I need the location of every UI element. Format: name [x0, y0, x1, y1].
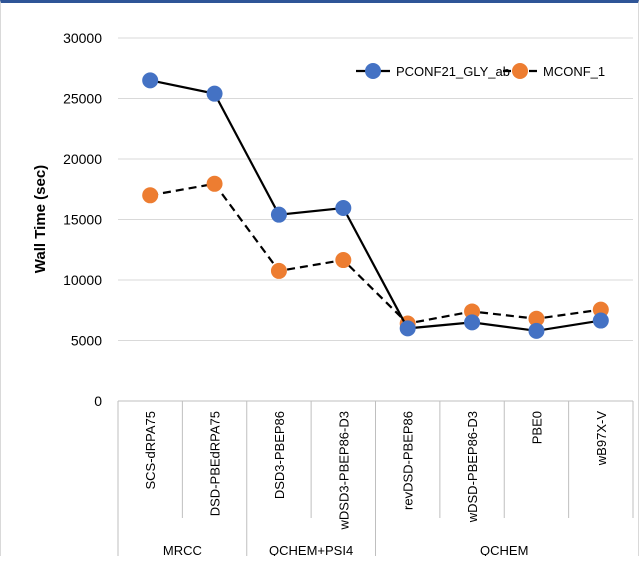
y-tick-label: 15000	[63, 212, 102, 228]
wall-time-chart: 0 5000 10000 15000 20000 25000 30000 Wall Time…	[32, 30, 634, 558]
series-line	[149, 79, 601, 332]
data-point	[206, 175, 223, 192]
category-label: SCS-dRPA75	[143, 411, 158, 490]
gridlines	[118, 37, 633, 341]
category-label: PBE0	[529, 411, 544, 444]
group-label: QCHEM+PSI4	[269, 543, 353, 556]
data-point	[464, 314, 481, 331]
category-axis	[117, 400, 634, 556]
data-point	[142, 72, 159, 89]
y-axis-label: Wall Time (sec)	[32, 165, 49, 273]
data-point	[399, 320, 416, 337]
y-tick-label: 5000	[71, 333, 102, 349]
category-label: DSD-PBEdRPA75	[208, 411, 223, 516]
legend-label: PCONF21_GLY_ab	[396, 64, 510, 79]
y-tick-label: 25000	[63, 91, 102, 107]
data-point	[335, 200, 352, 217]
y-tick-label: 30000	[63, 30, 102, 46]
data-point	[528, 310, 545, 327]
data-point	[142, 187, 159, 204]
category-label: revDSD-PBEP86	[401, 411, 416, 510]
group-label: MRCC	[163, 543, 202, 556]
y-tick-labels: 0 5000 10000 15000 20000 25000 30000	[63, 30, 102, 409]
series-line	[149, 182, 601, 325]
legend-label: MCONF_1	[543, 64, 605, 79]
group-label: QCHEM	[480, 543, 528, 556]
y-tick-label: 20000	[63, 151, 102, 167]
category-label: wB97X-V	[594, 411, 609, 467]
series-layer	[142, 72, 609, 339]
data-point	[528, 322, 545, 339]
data-point	[270, 262, 287, 279]
data-point	[270, 206, 287, 223]
legend: PCONF21_GLY_ab MCONF_1	[356, 63, 605, 79]
group-labels: MRCC QCHEM+PSI4 QCHEM	[163, 543, 529, 558]
data-point	[206, 85, 223, 102]
y-tick-label: 0	[94, 393, 102, 409]
legend-marker	[365, 63, 381, 79]
category-label: wDSD3-PBEP86-D3	[336, 411, 351, 531]
category-label: DSD3-PBEP86	[272, 411, 287, 499]
category-label: wDSD-PBEP86-D3	[465, 411, 480, 523]
y-tick-label: 10000	[63, 272, 102, 288]
data-point	[592, 312, 609, 329]
legend-marker	[512, 63, 528, 79]
x-tick-labels: SCS-dRPA75 DSD-PBEdRPA75 DSD3-PBEP86 wDSD3-…	[143, 411, 609, 531]
data-point	[335, 252, 352, 269]
